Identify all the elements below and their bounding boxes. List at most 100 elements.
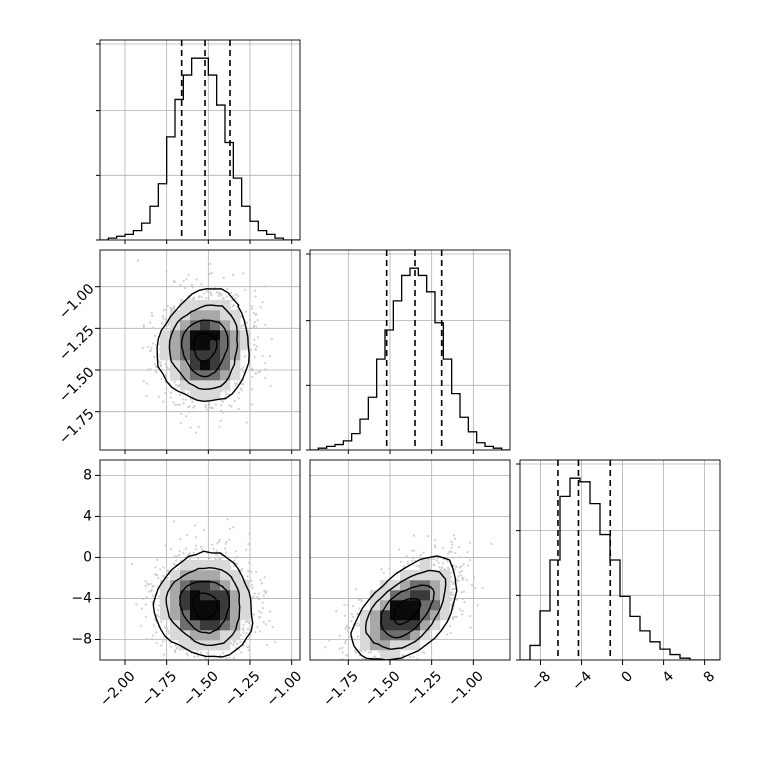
scatter-point xyxy=(164,638,168,641)
scatter-point xyxy=(228,527,232,531)
scatter-point xyxy=(243,355,247,358)
density-bin xyxy=(200,380,211,391)
scatter-point xyxy=(405,555,408,558)
scatter-point xyxy=(151,634,154,637)
scatter-point xyxy=(341,651,344,654)
scatter-point xyxy=(183,678,185,680)
density-bin xyxy=(170,600,181,611)
scatter-point xyxy=(452,582,455,585)
scatter-point xyxy=(234,556,237,560)
scatter-point xyxy=(450,546,453,550)
scatter-point xyxy=(440,566,444,569)
scatter-point xyxy=(224,542,227,545)
scatter-point xyxy=(263,285,266,288)
density-bin xyxy=(360,620,371,631)
scatter-point xyxy=(260,611,263,614)
density-bin xyxy=(380,580,391,591)
density-bin xyxy=(380,600,391,611)
scatter-point xyxy=(207,652,210,655)
scatter-point xyxy=(435,559,438,562)
scatter-point xyxy=(253,321,256,324)
scatter-point xyxy=(459,574,462,577)
scatter-point xyxy=(453,587,457,591)
scatter-point xyxy=(257,592,260,595)
scatter-point xyxy=(447,567,450,570)
scatter-point xyxy=(264,323,267,327)
contour-line xyxy=(152,550,254,658)
scatter-point xyxy=(239,325,243,328)
scatter-point xyxy=(177,567,180,570)
scatter-point xyxy=(188,410,191,413)
scatter-point xyxy=(160,377,163,381)
scatter-point xyxy=(165,387,168,390)
scatter-point xyxy=(357,624,360,627)
contour-line xyxy=(165,566,241,647)
density-bin xyxy=(210,600,221,611)
scatter-point xyxy=(159,568,162,571)
scatter-point xyxy=(225,295,228,298)
scatter-point xyxy=(408,656,412,659)
density-bin xyxy=(160,590,171,601)
panel-frame xyxy=(99,249,301,451)
scatter-point xyxy=(147,590,151,593)
scatter-point xyxy=(254,372,258,375)
density-bin xyxy=(370,620,381,631)
density-bin xyxy=(200,590,211,601)
scatter-point xyxy=(153,334,156,337)
scatter-point xyxy=(183,287,187,290)
scatter-point xyxy=(257,610,261,613)
density-bin xyxy=(180,320,191,331)
scatter-point xyxy=(229,291,233,294)
scatter-point xyxy=(190,283,193,287)
scatter-point xyxy=(173,307,176,310)
x-tick-label: 4 xyxy=(660,668,678,686)
density-bin xyxy=(200,570,211,581)
scatter-point xyxy=(224,657,227,660)
scatter-point xyxy=(164,392,167,395)
density-bin xyxy=(220,600,231,611)
scatter-point xyxy=(248,532,251,535)
density-bin xyxy=(200,600,211,611)
scatter-point xyxy=(226,287,229,290)
scatter-point xyxy=(221,651,225,654)
scatter-point xyxy=(262,621,265,624)
scatter-point xyxy=(201,547,204,551)
density-bin xyxy=(210,380,221,391)
density-bin xyxy=(200,350,211,361)
scatter-point xyxy=(261,301,264,304)
scatter-point xyxy=(232,564,236,568)
scatter-point xyxy=(204,658,207,660)
scatter-point xyxy=(343,614,347,617)
scatter-point xyxy=(163,653,166,656)
scatter-point xyxy=(162,574,165,578)
scatter-point xyxy=(228,404,231,407)
scatter-point xyxy=(242,628,245,631)
scatter-point xyxy=(151,326,154,329)
scatter-point xyxy=(231,305,234,308)
density-bin xyxy=(180,620,191,631)
scatter-point xyxy=(167,632,170,635)
scatter-point xyxy=(189,426,192,429)
scatter-point xyxy=(240,389,243,392)
scatter-point xyxy=(207,401,210,405)
scatter-point xyxy=(254,348,257,351)
scatter-point xyxy=(224,395,227,398)
scatter-point xyxy=(412,556,415,559)
density-bin xyxy=(230,590,241,601)
scatter-point xyxy=(249,348,253,351)
scatter-point xyxy=(257,616,261,619)
density-bin xyxy=(220,370,231,381)
density-panel-3 xyxy=(309,459,511,661)
scatter-point xyxy=(264,368,267,371)
panel-frame xyxy=(309,459,511,661)
y-tick-label: −1.25 xyxy=(56,323,98,365)
density-bin xyxy=(190,370,201,381)
scatter-point xyxy=(455,578,458,581)
scatter-point xyxy=(205,669,207,671)
scatter-point xyxy=(187,553,190,556)
scatter-point xyxy=(453,564,456,568)
density-bin xyxy=(420,590,431,601)
density-bin xyxy=(180,580,191,591)
scatter-point xyxy=(456,598,459,601)
density-bin xyxy=(210,580,221,591)
